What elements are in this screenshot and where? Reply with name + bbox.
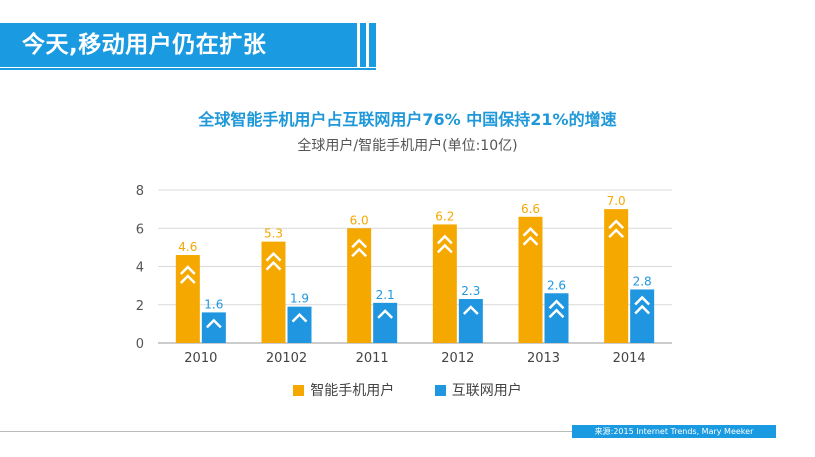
chart-title: 全球智能手机用户占互联网用户76% 中国保持21%的增速 — [198, 110, 617, 129]
chevron-icon — [548, 308, 565, 319]
x-tick-label: 2012 — [441, 351, 474, 366]
chevron-icon — [436, 243, 453, 254]
chart-legend: 智能手机用户 互联网用户 — [0, 380, 815, 400]
y-tick-label: 4 — [136, 261, 144, 276]
data-label: 1.6 — [204, 297, 223, 311]
chevron-icon — [634, 295, 651, 306]
data-label: 7.0 — [607, 194, 626, 208]
bar-smartphone — [432, 224, 457, 343]
chevron-icon — [436, 234, 453, 245]
x-tick-label: 20102 — [266, 351, 307, 366]
data-label: 6.0 — [350, 213, 369, 227]
bar-smartphone — [518, 216, 543, 343]
chevron-icon — [377, 309, 394, 319]
y-tick-label: 2 — [136, 299, 144, 314]
bar-smartphone — [347, 228, 372, 343]
legend-swatch-internet — [434, 385, 446, 396]
chart-subtitle: 全球用户/智能手机用户(单位:10亿) — [297, 138, 518, 154]
chevron-icon — [265, 251, 282, 262]
x-tick-label: 2013 — [527, 351, 560, 366]
data-label: 5.3 — [264, 227, 283, 241]
chevron-icon — [608, 228, 625, 239]
data-label: 2.8 — [633, 274, 652, 288]
y-tick-label: 8 — [136, 184, 144, 199]
data-label: 2.1 — [376, 288, 395, 302]
chevron-icon — [462, 305, 479, 315]
data-label: 2.6 — [547, 278, 566, 292]
chevron-icon — [522, 236, 539, 246]
chevron-icon — [351, 247, 368, 258]
source-note: 来源:2015 Internet Trends, Mary Meeker — [572, 425, 776, 438]
data-label: 6.6 — [521, 202, 540, 216]
y-tick-label: 0 — [136, 337, 144, 352]
chevron-icon — [179, 274, 196, 284]
x-tick-label: 2010 — [184, 351, 217, 366]
chevron-icon — [608, 219, 625, 230]
legend-item-smartphone: 智能手机用户 — [293, 380, 394, 400]
data-label: 4.6 — [178, 240, 197, 254]
chevron-icon — [265, 260, 282, 271]
data-label: 2.3 — [461, 284, 480, 298]
bar-smartphone — [261, 241, 286, 343]
chevron-icon — [522, 227, 539, 237]
legend-label-internet: 互联网用户 — [451, 383, 522, 399]
x-tick-label: 2011 — [356, 351, 389, 366]
x-tick-label: 2014 — [613, 351, 646, 366]
data-label: 1.9 — [290, 292, 309, 306]
chevron-icon — [634, 304, 651, 315]
chevron-icon — [205, 318, 222, 329]
legend-swatch-smartphone — [293, 385, 305, 396]
page-title: 今天,移动用户仍在扩张 — [22, 32, 267, 58]
chevron-icon — [548, 299, 565, 310]
bar-smartphone — [175, 255, 200, 343]
data-label: 6.2 — [435, 209, 454, 223]
header-band — [0, 23, 376, 67]
bar-internet — [373, 302, 398, 343]
chevron-icon — [291, 312, 308, 323]
chevron-icon — [179, 265, 196, 275]
footer-divider — [0, 431, 776, 432]
legend-label-smartphone: 智能手机用户 — [310, 383, 395, 399]
header-accent-bar — [366, 23, 369, 67]
y-tick-label: 6 — [136, 222, 144, 237]
legend-item-internet: 互联网用户 — [434, 380, 522, 400]
bar-internet — [201, 312, 226, 343]
chevron-icon — [351, 238, 368, 249]
bar-internet — [287, 306, 312, 343]
header-accent-bar — [357, 23, 360, 67]
header-underline — [0, 68, 376, 70]
